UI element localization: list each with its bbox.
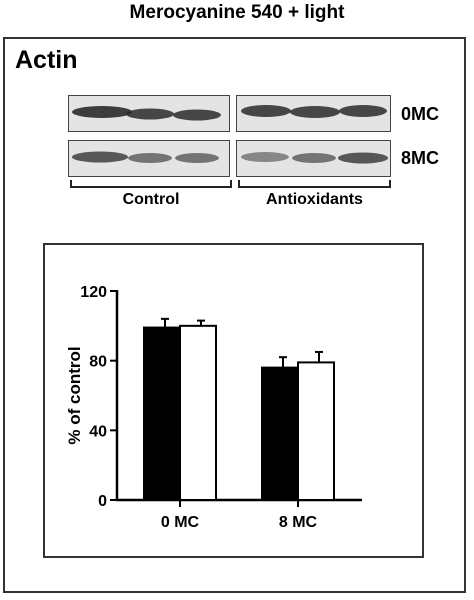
panel-label: Actin (15, 46, 78, 74)
bar (261, 366, 299, 501)
figure-title: Merocyanine 540 + light (129, 2, 345, 23)
blot-row-label-8mc: 8MC (401, 148, 440, 168)
bracket-control (70, 180, 232, 188)
x-tick-label: 0 MC (161, 514, 200, 531)
y-axis-label: % of control (65, 346, 84, 444)
y-tick-label: 120 (80, 284, 107, 301)
bar (143, 326, 181, 502)
figure-frame (3, 37, 466, 593)
blot-row-label-0mc: 0MC (401, 104, 440, 124)
chart-frame (43, 243, 424, 558)
bar (297, 361, 335, 501)
y-tick-label: 40 (89, 423, 107, 440)
bracket-antioxidants (238, 180, 391, 188)
group-label-antioxidants: Antioxidants (266, 191, 363, 208)
x-tick-label: 8 MC (279, 514, 318, 531)
bar (179, 324, 217, 502)
y-tick-label: 0 (98, 493, 107, 510)
y-tick-label: 80 (89, 354, 107, 371)
group-label-control: Control (122, 191, 180, 208)
